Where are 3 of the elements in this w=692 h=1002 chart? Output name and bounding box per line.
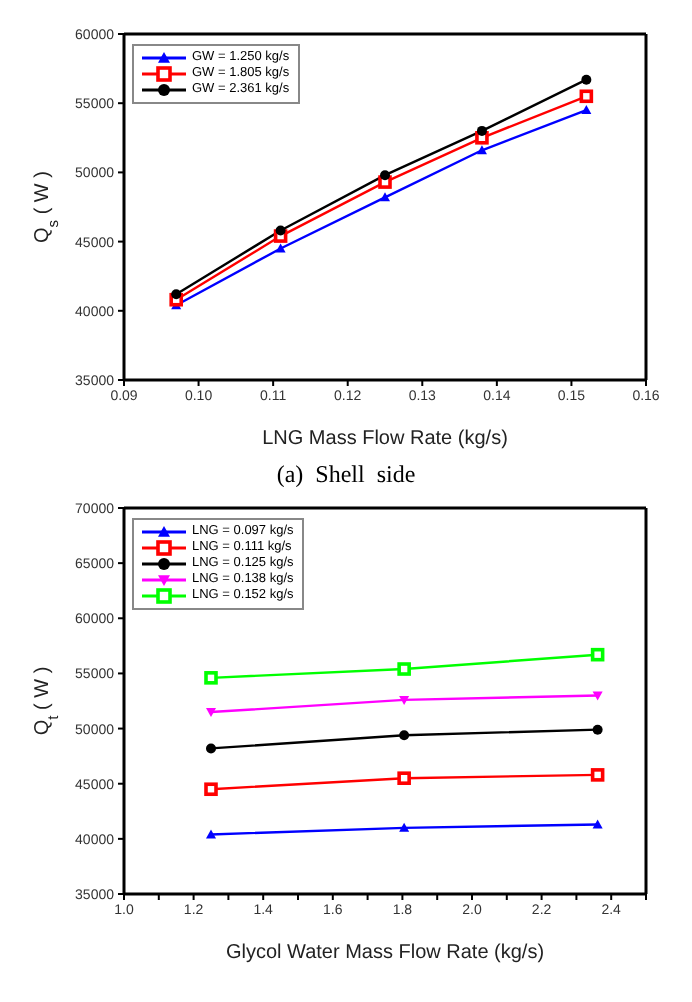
x-axis-title: Glycol Water Mass Flow Rate (kg/s) (225, 942, 545, 964)
text: (a) Shell side (274, 460, 418, 490)
x-axis-title: LNG Mass Flow Rate (kg/s) (262, 428, 508, 450)
